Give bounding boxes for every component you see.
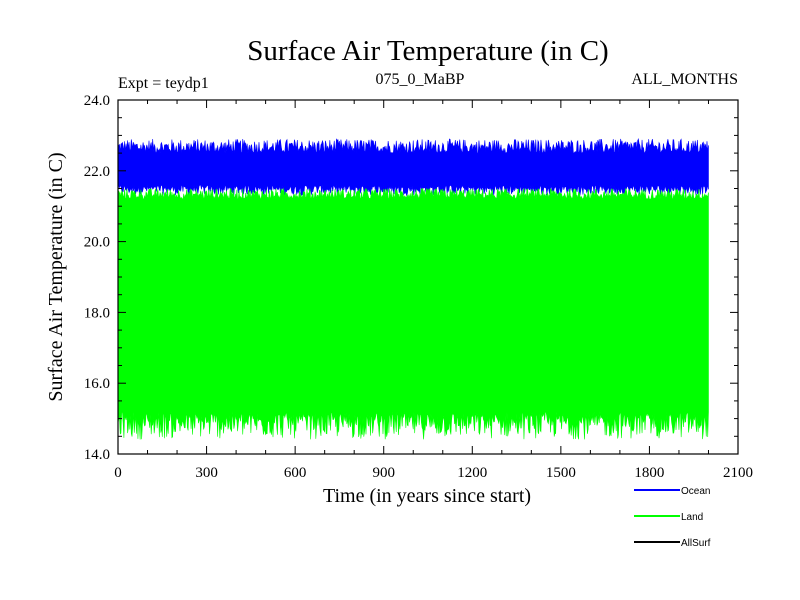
- plot-area: 0 300 600 900 1200 1500 1800 2100 14.0 16.0 18.0 2…: [84, 93, 753, 481]
- period-label: 075_0_MaBP: [376, 71, 465, 88]
- y-tick-label: 18.0: [84, 305, 110, 321]
- x-tick-label: 1200: [457, 465, 487, 481]
- x-tick-label: 600: [284, 465, 307, 481]
- y-tick-label: 16.0: [84, 376, 110, 392]
- x-tick-label: 900: [372, 465, 395, 481]
- y-tick-label: 14.0: [84, 447, 110, 463]
- series-ocean: [117, 137, 709, 197]
- legend-label-ocean: Ocean: [681, 486, 710, 497]
- legend: Ocean Land AllSurf: [634, 486, 711, 549]
- y-tick-label: 22.0: [84, 164, 110, 180]
- x-axis-ticks: 0 300 600 900 1200 1500 1800 2100: [114, 100, 753, 481]
- legend-label-allsurf: AllSurf: [681, 538, 711, 549]
- y-axis-ticks: 14.0 16.0 18.0 20.0 22.0 24.0: [84, 93, 738, 463]
- series-layer: [117, 137, 709, 440]
- series-land: [117, 187, 709, 440]
- chart-title: Surface Air Temperature (in C): [247, 35, 608, 67]
- x-axis-label: Time (in years since start): [323, 485, 531, 507]
- experiment-label: Expt = teydp1: [118, 75, 209, 92]
- x-tick-label: 0: [114, 465, 122, 481]
- y-axis-label: Surface Air Temperature (in C): [45, 152, 67, 401]
- x-tick-label: 1500: [546, 465, 576, 481]
- legend-label-land: Land: [681, 512, 703, 523]
- x-tick-label: 300: [195, 465, 218, 481]
- months-label: ALL_MONTHS: [631, 71, 738, 88]
- y-tick-label: 20.0: [84, 235, 110, 251]
- x-tick-label: 1800: [634, 465, 664, 481]
- y-tick-label: 24.0: [84, 93, 110, 109]
- x-tick-label: 2100: [723, 465, 753, 481]
